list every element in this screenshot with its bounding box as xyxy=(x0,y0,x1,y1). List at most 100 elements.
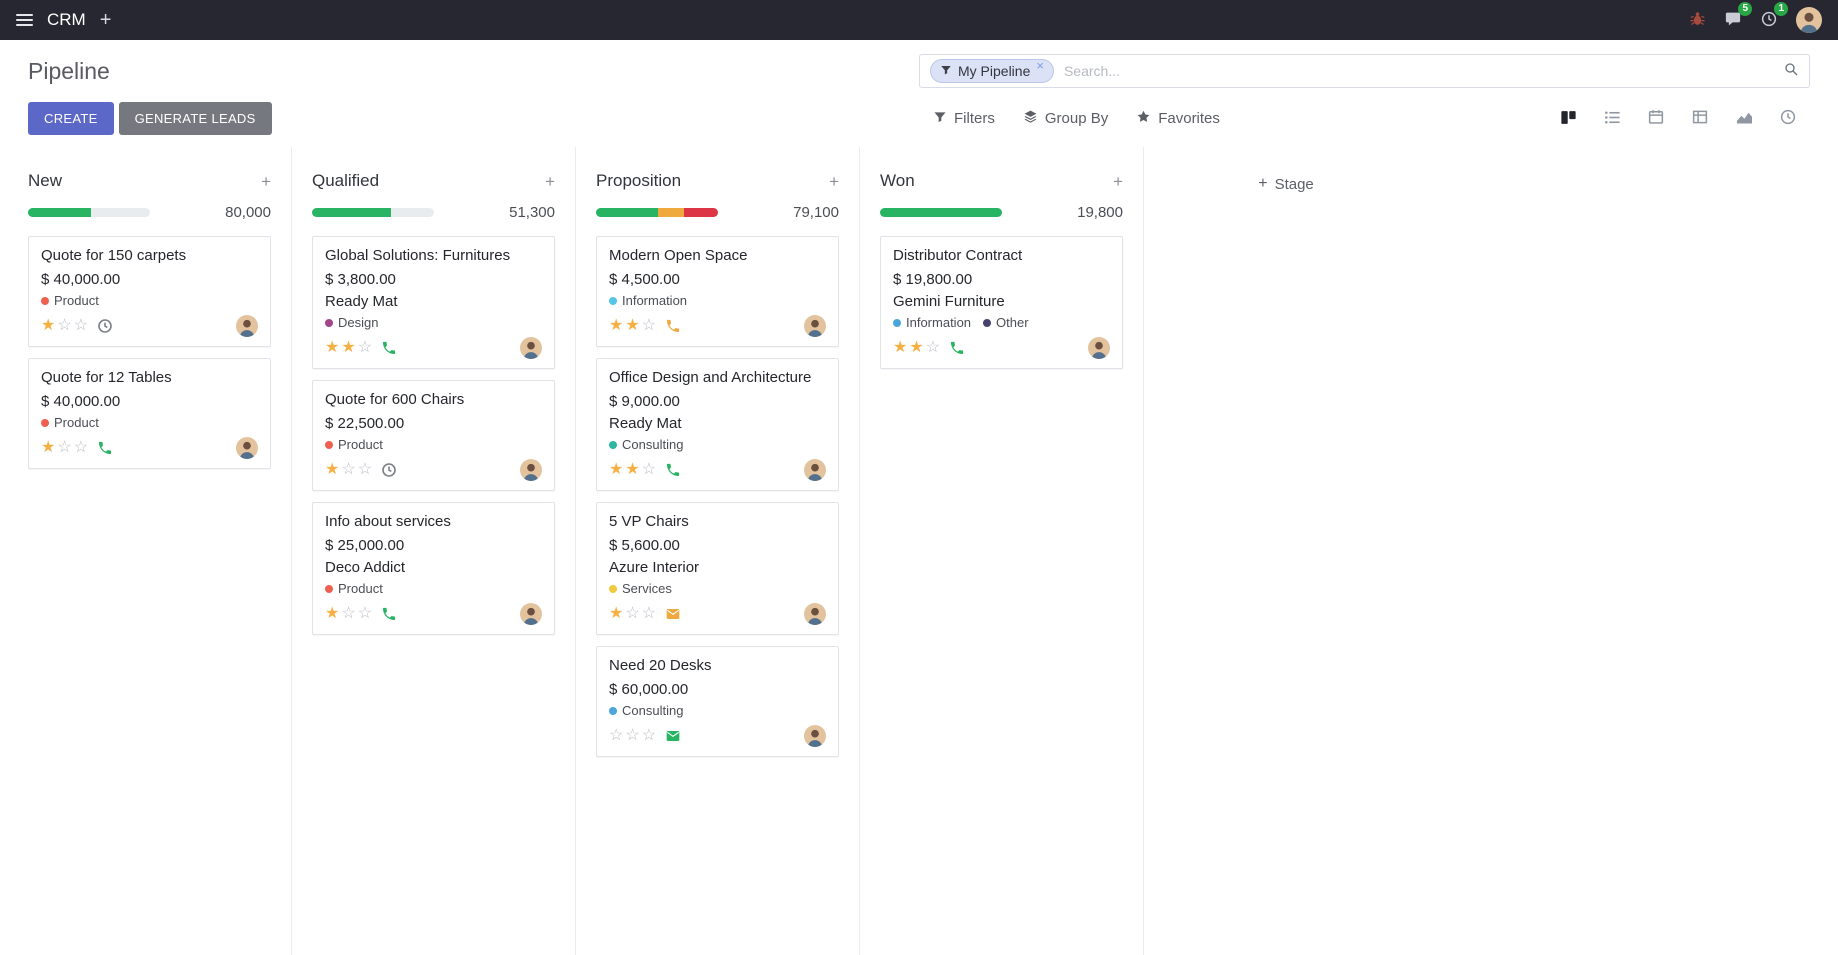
view-switcher xyxy=(1546,103,1810,135)
create-button[interactable]: CREATE xyxy=(28,102,114,135)
star-icon[interactable]: ☆ xyxy=(641,727,657,744)
kanban-card[interactable]: Global Solutions: Furnitures $ 3,800.00 … xyxy=(312,236,555,369)
graph-view-button[interactable] xyxy=(1722,103,1766,135)
kanban-card[interactable]: Need 20 Desks $ 60,000.00 Consulting ☆ ☆ ☆ xyxy=(596,646,839,757)
star-icon[interactable]: ☆ xyxy=(641,317,657,334)
progress-segment[interactable] xyxy=(683,208,718,217)
search-input[interactable] xyxy=(1053,63,1783,79)
add-stage-button[interactable]: + Stage xyxy=(1258,175,1314,193)
progress-segment[interactable] xyxy=(658,208,684,217)
card-amount: $ 25,000.00 xyxy=(325,537,405,554)
star-icon[interactable]: ☆ xyxy=(625,727,640,744)
messages-button[interactable]: 5 xyxy=(1724,1,1752,31)
column-progressbar[interactable] xyxy=(28,208,150,217)
kanban-card[interactable]: Modern Open Space $ 4,500.00 Information… xyxy=(596,236,839,347)
star-icon[interactable]: ★ xyxy=(909,339,924,356)
progress-segment[interactable] xyxy=(28,208,92,217)
star-icon[interactable]: ★ xyxy=(625,461,640,478)
star-icon[interactable]: ☆ xyxy=(925,339,941,356)
activities-badge: 1 xyxy=(1774,1,1788,16)
kanban-card[interactable]: Quote for 600 Chairs $ 22,500.00 Product… xyxy=(312,380,555,491)
star-icon[interactable]: ★ xyxy=(609,461,624,478)
quick-add-button[interactable]: + xyxy=(829,173,839,190)
generate-leads-button[interactable]: GENERATE LEADS xyxy=(118,102,272,135)
kanban-card[interactable]: 5 VP Chairs $ 5,600.00 Azure Interior Se… xyxy=(596,502,839,635)
progress-segment[interactable] xyxy=(312,208,392,217)
star-icon[interactable]: ☆ xyxy=(641,461,657,478)
kanban-card[interactable]: Office Design and Architecture $ 9,000.0… xyxy=(596,358,839,491)
star-icon[interactable]: ★ xyxy=(609,605,624,622)
add-menu-button[interactable]: + xyxy=(100,10,112,30)
column-progressbar[interactable] xyxy=(596,208,718,217)
envelope-icon[interactable] xyxy=(665,728,681,744)
star-icon[interactable]: ☆ xyxy=(357,461,373,478)
column-total: 79,100 xyxy=(793,204,839,221)
star-icon[interactable]: ★ xyxy=(609,317,624,334)
star-icon[interactable]: ★ xyxy=(41,439,56,456)
app-name[interactable]: CRM xyxy=(47,10,86,29)
star-icon[interactable]: ★ xyxy=(893,339,908,356)
apps-menu-button[interactable] xyxy=(16,11,33,29)
tag-dot-icon xyxy=(325,584,333,593)
phone-icon[interactable] xyxy=(381,606,397,622)
user-menu-button[interactable] xyxy=(1796,7,1822,33)
clock-icon[interactable] xyxy=(97,318,113,334)
quick-add-button[interactable]: + xyxy=(1113,173,1123,190)
kanban-card[interactable]: Info about services $ 25,000.00 Deco Add… xyxy=(312,502,555,635)
star-icon[interactable]: ☆ xyxy=(341,461,356,478)
kanban-card[interactable]: Quote for 12 Tables $ 40,000.00 Product … xyxy=(28,358,271,469)
star-icon[interactable]: ☆ xyxy=(357,339,373,356)
star-icon[interactable]: ☆ xyxy=(609,727,624,744)
progress-segment[interactable] xyxy=(596,208,659,217)
kanban-column: Qualified + 51,300 Global Solutions: Fur… xyxy=(292,147,576,955)
phone-icon[interactable] xyxy=(97,440,113,456)
star-icon[interactable]: ☆ xyxy=(641,605,657,622)
star-icon[interactable]: ☆ xyxy=(341,605,356,622)
group-by-menu[interactable]: Group By xyxy=(1023,109,1108,128)
debug-button[interactable] xyxy=(1689,10,1706,30)
star-icon[interactable]: ★ xyxy=(41,317,56,334)
star-icon[interactable]: ☆ xyxy=(625,605,640,622)
phone-icon[interactable] xyxy=(949,340,965,356)
star-icon[interactable]: ★ xyxy=(325,605,340,622)
star-icon[interactable]: ☆ xyxy=(73,439,89,456)
add-stage-label: Stage xyxy=(1274,175,1314,193)
pivot-view-button[interactable] xyxy=(1678,103,1722,135)
kanban-card[interactable]: Quote for 150 carpets $ 40,000.00 Produc… xyxy=(28,236,271,347)
tag-label: Product xyxy=(54,415,99,430)
card-tags: Design xyxy=(325,315,542,330)
envelope-icon[interactable] xyxy=(665,606,681,622)
activity-view-button[interactable] xyxy=(1766,103,1810,135)
kanban-view-button[interactable] xyxy=(1546,103,1590,135)
star-icon[interactable]: ★ xyxy=(625,317,640,334)
star-icon[interactable]: ★ xyxy=(325,339,340,356)
progress-segment[interactable] xyxy=(880,208,1002,217)
phone-icon[interactable] xyxy=(665,318,681,334)
quick-add-button[interactable]: + xyxy=(545,173,555,190)
card-amount: $ 3,800.00 xyxy=(325,271,396,288)
card-title: Modern Open Space xyxy=(609,247,748,264)
card-company: Azure Interior xyxy=(609,559,700,576)
activities-button[interactable]: 1 xyxy=(1760,1,1788,31)
column-progressbar[interactable] xyxy=(880,208,1002,217)
phone-icon[interactable] xyxy=(381,340,397,356)
card-stars: ★ ☆ ☆ xyxy=(609,606,656,622)
calendar-view-button[interactable] xyxy=(1634,103,1678,135)
tag-dot-icon xyxy=(609,706,617,715)
star-icon[interactable]: ★ xyxy=(341,339,356,356)
kanban-card[interactable]: Distributor Contract $ 19,800.00 Gemini … xyxy=(880,236,1123,369)
star-icon[interactable]: ☆ xyxy=(357,605,373,622)
star-icon[interactable]: ☆ xyxy=(57,317,72,334)
star-icon[interactable]: ☆ xyxy=(73,317,89,334)
clock-icon[interactable] xyxy=(381,462,397,478)
filters-menu[interactable]: Filters xyxy=(933,110,995,128)
avatar xyxy=(520,603,542,625)
star-icon[interactable]: ★ xyxy=(325,461,340,478)
remove-facet-button[interactable]: × xyxy=(1036,59,1044,72)
quick-add-button[interactable]: + xyxy=(261,173,271,190)
phone-icon[interactable] xyxy=(665,462,681,478)
star-icon[interactable]: ☆ xyxy=(57,439,72,456)
column-progressbar[interactable] xyxy=(312,208,434,217)
favorites-menu[interactable]: Favorites xyxy=(1136,109,1220,128)
list-view-button[interactable] xyxy=(1590,103,1634,135)
